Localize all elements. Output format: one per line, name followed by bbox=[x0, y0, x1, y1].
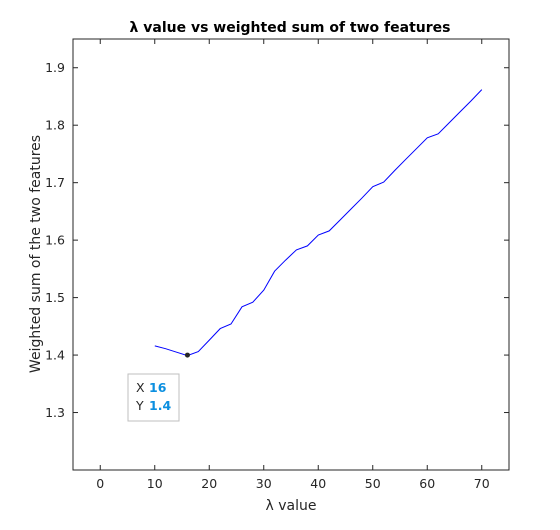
y-tick-label: 1.9 bbox=[45, 60, 65, 75]
datatip-marker[interactable] bbox=[184, 352, 190, 358]
datatip-box bbox=[127, 373, 180, 422]
x-tick-label: 50 bbox=[365, 476, 381, 491]
x-axis-title: λ value bbox=[266, 498, 317, 514]
y-tick-label: 1.6 bbox=[45, 233, 65, 248]
x-tick-label: 70 bbox=[474, 476, 490, 491]
series-line bbox=[154, 89, 483, 357]
x-tick-label: 0 bbox=[96, 476, 104, 491]
datatip-x-value: 16 bbox=[149, 380, 167, 395]
y-tick-label: 1.5 bbox=[45, 290, 65, 305]
x-axis-ticks: 0 10 20 30 40 50 60 70 bbox=[96, 39, 490, 491]
x-tick-label: 20 bbox=[201, 476, 217, 491]
y-tick-label: 1.4 bbox=[45, 348, 65, 363]
x-tick-label: 60 bbox=[419, 476, 435, 491]
chart-title: λ value vs weighted sum of two features bbox=[130, 20, 451, 36]
datatip-y-value: 1.4 bbox=[149, 398, 171, 413]
datatip-x-key: X bbox=[136, 380, 145, 395]
y-tick-label: 1.7 bbox=[45, 175, 65, 190]
x-tick-label: 40 bbox=[310, 476, 326, 491]
y-axis-title: Weighted sum of the two features bbox=[28, 135, 44, 373]
y-tick-label: 1.3 bbox=[45, 405, 65, 420]
x-tick-label: 30 bbox=[256, 476, 272, 491]
datatip-y-key: Y bbox=[135, 398, 144, 413]
y-tick-label: 1.8 bbox=[45, 118, 65, 133]
datatip[interactable]: X 16 Y 1.4 bbox=[127, 352, 190, 422]
x-tick-label: 10 bbox=[147, 476, 163, 491]
y-axis-ticks: 1.3 1.4 1.5 1.6 1.7 1.8 1.9 bbox=[45, 60, 509, 420]
